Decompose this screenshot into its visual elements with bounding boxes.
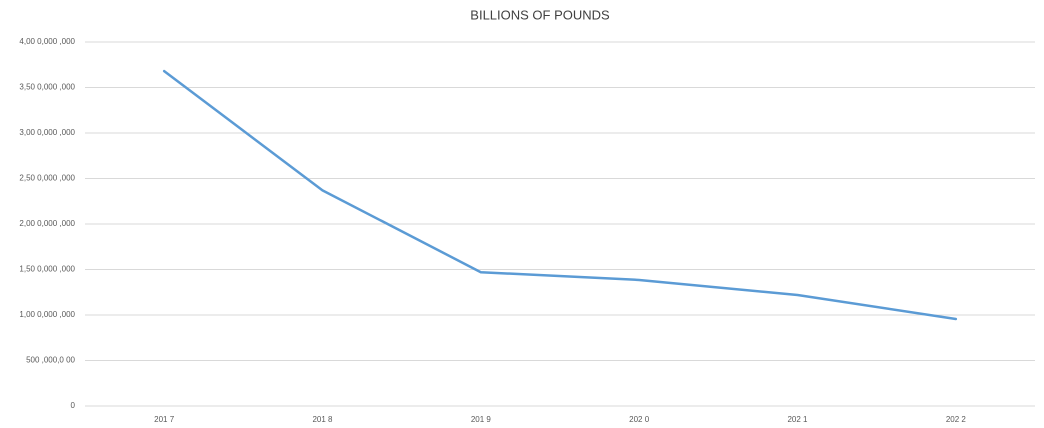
x-tick-label: 202 0 <box>629 415 650 424</box>
x-tick-label: 202 1 <box>787 415 808 424</box>
chart-title: BILLIONS OF POUNDS <box>470 7 610 22</box>
x-tick-label: 201 9 <box>471 415 492 424</box>
y-tick-label: 3,50 0,000 ,000 <box>19 83 75 92</box>
y-tick-label: 1,50 0,000 ,000 <box>19 265 75 274</box>
x-tick-label: 201 8 <box>312 415 333 424</box>
y-tick-label: 1,00 0,000 ,000 <box>19 310 75 319</box>
y-tick-label: 500 ,000,0 00 <box>26 356 75 365</box>
y-tick-label: 2,50 0,000 ,000 <box>19 174 75 183</box>
y-tick-label: 4,00 0,000 ,000 <box>19 37 75 46</box>
x-tick-label: 202 2 <box>946 415 967 424</box>
y-tick-label: 3,00 0,000 ,000 <box>19 128 75 137</box>
line-series <box>162 69 958 321</box>
y-tick-label: 2,00 0,000 ,000 <box>19 219 75 228</box>
y-tick-label: 0 <box>71 401 76 410</box>
x-tick-label: 201 7 <box>154 415 175 424</box>
